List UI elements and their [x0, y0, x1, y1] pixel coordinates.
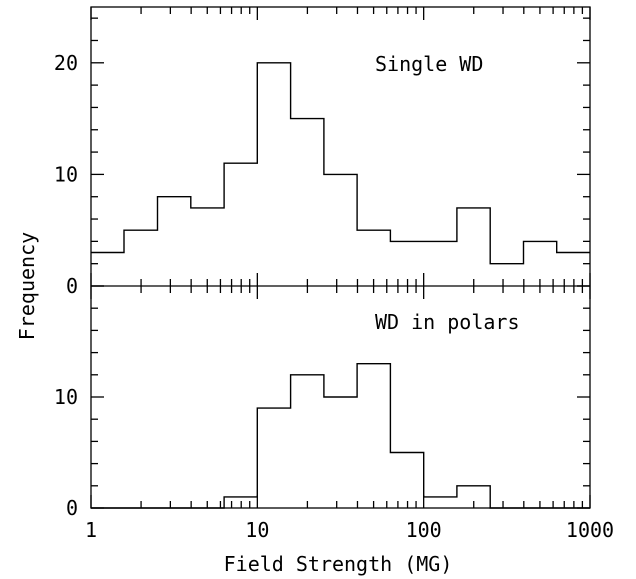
x-tick-label: 10	[245, 518, 269, 542]
x-tick-label: 100	[406, 518, 442, 542]
tick-labels: 1 10 100 1000 0 10 20 0 10	[54, 51, 614, 542]
plot-frame	[90, 6, 591, 509]
tick-marks	[90, 7, 591, 509]
top-panel-annotation: Single WD	[375, 52, 483, 76]
x-axis-label: Field Strength (MG)	[224, 552, 453, 576]
bottom-histogram-line	[91, 363, 590, 509]
plot-border	[90, 6, 591, 509]
histogram-steps	[91, 62, 590, 509]
y-tick-label: 20	[54, 51, 78, 75]
top-histogram-line	[91, 62, 590, 265]
y-tick-label: 10	[54, 385, 78, 409]
y-tick-label: 0	[66, 496, 78, 520]
y-axis-label: Frequency	[15, 232, 39, 340]
x-tick-label: 1000	[566, 518, 614, 542]
y-tick-label: 10	[54, 162, 78, 186]
y-tick-label: 0	[66, 274, 78, 298]
bottom-panel-annotation: WD in polars	[375, 310, 520, 334]
x-tick-label: 1	[85, 518, 97, 542]
